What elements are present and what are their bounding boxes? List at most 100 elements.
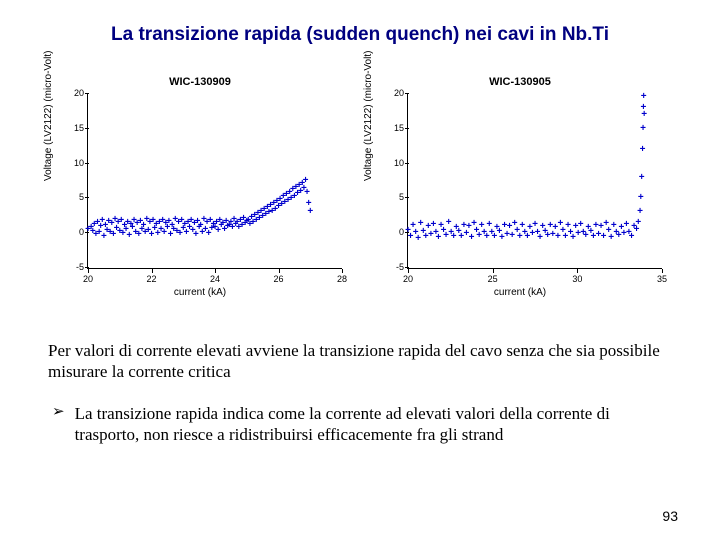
data-point: + bbox=[266, 208, 272, 218]
charts-row: WIC-130909 Voltage (LV2122) (micro-Volt)… bbox=[0, 76, 720, 296]
data-point: + bbox=[280, 192, 286, 202]
xtick-label: 24 bbox=[210, 274, 220, 284]
data-point: + bbox=[618, 223, 624, 233]
data-point: + bbox=[171, 225, 177, 235]
data-point: + bbox=[260, 212, 266, 222]
data-point: + bbox=[114, 224, 120, 234]
data-point: + bbox=[608, 233, 614, 243]
data-point: + bbox=[296, 181, 302, 191]
data-point: + bbox=[139, 225, 145, 235]
data-point: + bbox=[166, 217, 172, 227]
data-point: + bbox=[184, 228, 190, 238]
bullet-item: ➢ La transizione rapida indica come la c… bbox=[0, 383, 720, 446]
data-point: + bbox=[438, 221, 444, 231]
data-point: + bbox=[441, 226, 447, 236]
data-point: + bbox=[172, 215, 178, 225]
data-point: + bbox=[517, 232, 523, 242]
data-point: + bbox=[497, 227, 503, 237]
data-point: + bbox=[580, 228, 586, 238]
data-point: + bbox=[499, 233, 505, 243]
data-point: + bbox=[532, 220, 538, 230]
data-point: + bbox=[163, 219, 169, 229]
data-point: + bbox=[629, 232, 635, 242]
data-point: + bbox=[253, 216, 259, 226]
data-point: + bbox=[247, 220, 253, 230]
ytick-label: 10 bbox=[60, 158, 84, 168]
data-point: + bbox=[152, 224, 158, 234]
data-point: + bbox=[144, 215, 150, 225]
data-point: + bbox=[90, 227, 96, 237]
data-point: + bbox=[180, 224, 186, 234]
xtick-label: 20 bbox=[83, 274, 93, 284]
data-point: + bbox=[195, 217, 201, 227]
data-point: + bbox=[214, 218, 220, 228]
data-point: + bbox=[423, 232, 429, 242]
data-point: + bbox=[215, 226, 221, 236]
data-point: + bbox=[244, 217, 250, 227]
data-point: + bbox=[250, 218, 256, 228]
data-point: + bbox=[626, 228, 632, 238]
data-point: + bbox=[295, 189, 301, 199]
data-point: + bbox=[484, 232, 490, 242]
data-point: + bbox=[563, 232, 569, 242]
data-point: + bbox=[137, 217, 143, 227]
data-point: + bbox=[560, 226, 566, 236]
xtick-label: 26 bbox=[273, 274, 283, 284]
chart2-plot-area: -50510152020253035++++++++++++++++++++++… bbox=[407, 94, 662, 269]
data-point: + bbox=[603, 219, 609, 229]
data-point: + bbox=[209, 224, 215, 234]
data-point: + bbox=[436, 233, 442, 243]
data-point: + bbox=[291, 192, 297, 202]
data-point: + bbox=[222, 225, 228, 235]
data-point: + bbox=[220, 219, 226, 229]
ytick-label: 10 bbox=[380, 158, 404, 168]
data-point: + bbox=[107, 228, 113, 238]
data-point: + bbox=[593, 221, 599, 231]
data-point: + bbox=[585, 223, 591, 233]
data-point: + bbox=[182, 220, 188, 230]
data-point: + bbox=[101, 232, 107, 242]
chart1-ylabel: Voltage (LV2122) (micro-Volt) bbox=[43, 51, 54, 181]
data-point: + bbox=[158, 225, 164, 235]
data-point: + bbox=[218, 221, 224, 231]
data-point: + bbox=[456, 227, 462, 237]
data-point: + bbox=[176, 218, 182, 228]
data-point: + bbox=[479, 221, 485, 231]
data-point: + bbox=[474, 226, 480, 236]
data-point: + bbox=[98, 222, 104, 232]
data-point: + bbox=[130, 223, 136, 233]
data-point: + bbox=[239, 221, 245, 231]
data-point: + bbox=[141, 221, 147, 231]
data-point: + bbox=[187, 223, 193, 233]
data-point: + bbox=[128, 220, 134, 230]
data-point: + bbox=[573, 222, 579, 232]
data-point: + bbox=[136, 230, 142, 240]
data-point: + bbox=[118, 216, 124, 226]
xtick-label: 25 bbox=[488, 274, 498, 284]
data-point: + bbox=[446, 218, 452, 228]
data-point: + bbox=[109, 219, 115, 229]
data-point: + bbox=[443, 231, 449, 241]
data-point: + bbox=[234, 218, 240, 228]
data-point: + bbox=[641, 110, 647, 120]
data-point: + bbox=[491, 232, 497, 242]
data-point: + bbox=[120, 229, 126, 239]
data-point: + bbox=[522, 228, 528, 238]
data-point: + bbox=[277, 195, 283, 205]
data-point: + bbox=[285, 196, 291, 206]
data-point: + bbox=[196, 223, 202, 233]
data-point: + bbox=[147, 218, 153, 228]
data-point: + bbox=[161, 228, 167, 238]
data-point: + bbox=[611, 221, 617, 231]
data-point: + bbox=[307, 207, 313, 217]
data-point: + bbox=[453, 223, 459, 233]
data-point: + bbox=[96, 228, 102, 238]
data-point: + bbox=[634, 225, 640, 235]
data-point: + bbox=[476, 231, 482, 241]
data-point: + bbox=[272, 205, 278, 215]
data-point: + bbox=[640, 103, 646, 113]
data-point: + bbox=[524, 232, 530, 242]
description-text: Per valori di corrente elevati avviene l… bbox=[0, 296, 720, 383]
data-point: + bbox=[228, 218, 234, 228]
data-point: + bbox=[231, 215, 237, 225]
